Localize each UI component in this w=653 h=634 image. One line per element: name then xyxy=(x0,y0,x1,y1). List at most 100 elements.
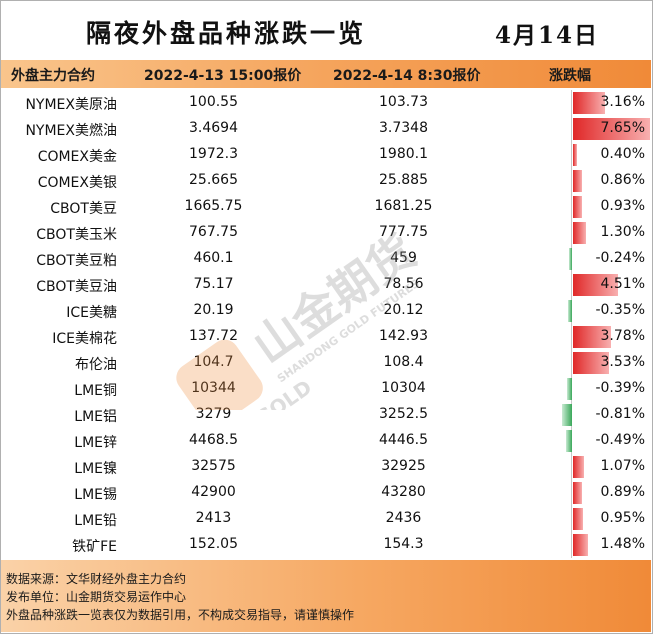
contract-name: CBOT美豆油 xyxy=(36,279,117,295)
price-1: 20.19 xyxy=(193,302,234,318)
price-2: 20.12 xyxy=(383,302,424,318)
change-bar-negative xyxy=(567,378,572,400)
table-header: 外盘主力合约 2022-4-13 15:00报价 2022-4-14 8:30报… xyxy=(1,60,651,88)
contract-name: NYMEX美燃油 xyxy=(25,123,117,139)
price-1: 2413 xyxy=(195,510,232,526)
table-row: COMEX美金 1972.3 1980.1 0.40% xyxy=(1,142,651,168)
change-bar-negative xyxy=(569,248,572,270)
price-1: 104.7 xyxy=(193,354,234,370)
change-bar-positive xyxy=(573,326,612,348)
table-row: COMEX美银 25.665 25.885 0.86% xyxy=(1,168,651,194)
header-price1: 2022-4-13 15:00报价 xyxy=(144,68,302,84)
footer: 数据来源：文华财经外盘主力合约 发布单位：山金期货交易运作中心 外盘品种涨跌一览… xyxy=(1,560,651,632)
price-2: 154.3 xyxy=(383,536,424,552)
price-1: 137.72 xyxy=(189,328,238,344)
change-bar-negative xyxy=(565,430,572,452)
price-1: 1972.3 xyxy=(189,146,238,162)
change-bar-positive xyxy=(573,508,583,530)
footer-disclaimer: 外盘品种涨跌一览表仅为数据引用，不构成交易指导，请谨慎操作 xyxy=(6,608,355,622)
price-1: 767.75 xyxy=(189,224,238,240)
contract-name: CBOT美豆粕 xyxy=(36,253,117,269)
change-bar-positive xyxy=(573,534,588,556)
contract-name: LME锡 xyxy=(74,487,117,503)
change-bar-positive xyxy=(573,118,650,140)
table-body: NYMEX美原油 100.55 103.73 3.16% NYMEX美燃油 3.4694 3… xyxy=(1,90,651,558)
table-row: LME铝 3279 3252.5 -0.81% xyxy=(1,402,651,428)
table-row: ICE美糖 20.19 20.12 -0.35% xyxy=(1,298,651,324)
price-1: 152.05 xyxy=(189,536,238,552)
price-1: 42900 xyxy=(191,484,236,500)
table-row: 布伦油 104.7 108.4 3.53% xyxy=(1,350,651,376)
contract-name: COMEX美金 xyxy=(37,149,117,165)
change-bar-positive xyxy=(573,196,583,218)
contract-name: LME铅 xyxy=(74,513,117,529)
footer-source: 数据来源：文华财经外盘主力合约 xyxy=(6,572,187,586)
price-2: 103.73 xyxy=(379,94,428,110)
table-row: LME铅 2413 2436 0.95% xyxy=(1,506,651,532)
price-2: 459 xyxy=(390,250,417,266)
price-2: 10304 xyxy=(381,380,426,396)
price-2: 142.93 xyxy=(379,328,428,344)
table-row: NYMEX美燃油 3.4694 3.7348 7.65% xyxy=(1,116,651,142)
table-row: 铁矿FE 152.05 154.3 1.48% xyxy=(1,532,651,558)
change-percent: 3.53% xyxy=(600,354,645,370)
price-1: 75.17 xyxy=(193,276,234,292)
change-percent: 1.30% xyxy=(600,224,645,240)
change-bar-positive xyxy=(573,92,605,114)
price-2: 4446.5 xyxy=(379,432,428,448)
change-percent: -0.49% xyxy=(595,432,645,448)
price-2: 3252.5 xyxy=(379,406,428,422)
price-2: 1980.1 xyxy=(379,146,428,162)
change-bar-positive xyxy=(573,274,619,296)
table-row: LME锌 4468.5 4446.5 -0.49% xyxy=(1,428,651,454)
header-change: 涨跌幅 xyxy=(549,68,591,84)
change-percent: 1.48% xyxy=(600,536,645,552)
contract-name: CBOT美豆 xyxy=(50,201,117,217)
table-row: CBOT美豆油 75.17 78.56 4.51% xyxy=(1,272,651,298)
table-row: CBOT美豆 1665.75 1681.25 0.93% xyxy=(1,194,651,220)
change-bar-positive xyxy=(573,456,584,478)
change-bar-positive xyxy=(573,222,587,244)
price-1: 4468.5 xyxy=(189,432,238,448)
change-percent: 0.89% xyxy=(600,484,645,500)
price-2: 108.4 xyxy=(383,354,424,370)
contract-name: COMEX美银 xyxy=(37,175,117,191)
price-2: 3.7348 xyxy=(379,120,428,136)
price-1: 1665.75 xyxy=(184,198,243,214)
price-2: 78.56 xyxy=(383,276,424,292)
contract-name: 布伦油 xyxy=(75,357,117,373)
price-1: 3.4694 xyxy=(189,120,238,136)
header-contract: 外盘主力合约 xyxy=(11,68,95,84)
price-1: 32575 xyxy=(191,458,236,474)
table-row: LME铜 10344 10304 -0.39% xyxy=(1,376,651,402)
report-date: 4月14日 xyxy=(495,22,600,49)
page-title: 隔夜外盘品种涨跌一览 xyxy=(86,19,367,48)
header-price2: 2022-4-14 8:30报价 xyxy=(333,68,481,84)
change-percent: -0.24% xyxy=(595,250,645,266)
change-percent: 0.86% xyxy=(600,172,645,188)
footer-publisher: 发布单位：山金期货交易运作中心 xyxy=(6,590,187,604)
change-bar-positive xyxy=(573,482,582,504)
contract-name: ICE美糖 xyxy=(66,305,117,321)
change-percent: -0.81% xyxy=(595,406,645,422)
change-percent: -0.35% xyxy=(595,302,645,318)
contract-name: LME铝 xyxy=(74,409,117,425)
price-1: 3279 xyxy=(195,406,232,422)
change-bar-negative xyxy=(562,404,572,426)
price-1: 25.665 xyxy=(189,172,238,188)
title-row: 隔夜外盘品种涨跌一览 4月14日 xyxy=(0,0,651,60)
price-2: 25.885 xyxy=(379,172,428,188)
price-1: 460.1 xyxy=(193,250,234,266)
change-percent: 0.95% xyxy=(600,510,645,526)
change-percent: 3.16% xyxy=(600,94,645,110)
price-2: 2436 xyxy=(385,510,422,526)
table-row: CBOT美玉米 767.75 777.75 1.30% xyxy=(1,220,651,246)
contract-name: NYMEX美原油 xyxy=(25,97,117,113)
contract-name: LME镍 xyxy=(74,461,117,477)
change-percent: 3.78% xyxy=(600,328,645,344)
table-row: LME镍 32575 32925 1.07% xyxy=(1,454,651,480)
change-bar-positive xyxy=(573,352,609,374)
price-2: 43280 xyxy=(381,484,426,500)
price-2: 1681.25 xyxy=(374,198,433,214)
change-percent: -0.39% xyxy=(595,380,645,396)
